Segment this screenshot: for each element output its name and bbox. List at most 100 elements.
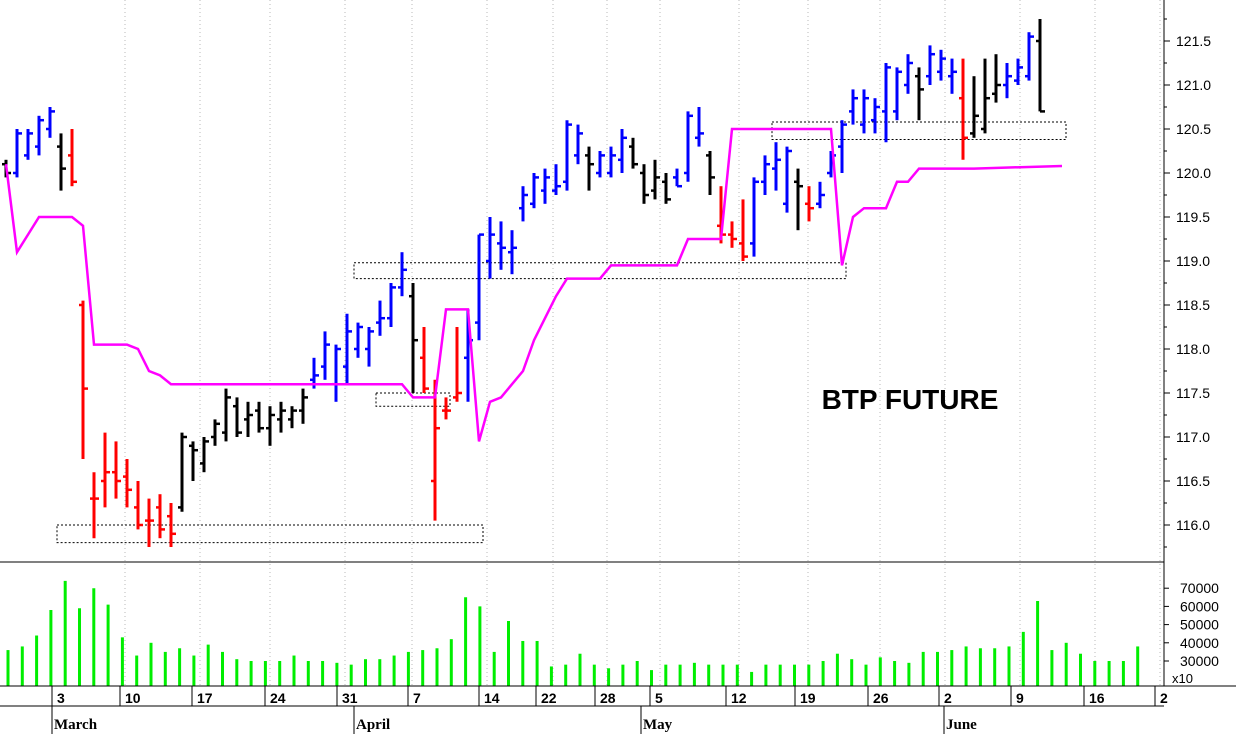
- x-tick-label: 5: [655, 690, 663, 706]
- ohlc-bar: [673, 168, 682, 188]
- ohlc-bar: [409, 283, 418, 393]
- ohlc-bar: [288, 406, 297, 429]
- ohlc-bar: [211, 419, 220, 446]
- ohlc-bar: [156, 494, 165, 539]
- ohlc-bar: [1003, 63, 1012, 99]
- ohlc-bar: [13, 129, 22, 178]
- ohlc-bar: [695, 107, 704, 147]
- y-tick-label: 121.0: [1176, 77, 1211, 93]
- month-label: June: [946, 717, 977, 733]
- ohlc-bar: [519, 186, 528, 222]
- ohlc-bar: [79, 300, 88, 459]
- ohlc-bar: [937, 49, 946, 81]
- ohlc-bar: [497, 221, 506, 270]
- ohlc-bar: [376, 300, 385, 336]
- ohlc-bar: [508, 230, 517, 275]
- ohlc-bar: [189, 441, 198, 481]
- y-tick-label: 119.5: [1176, 209, 1210, 225]
- y-tick-label: 117.5: [1176, 385, 1210, 401]
- ohlc-bar: [420, 327, 429, 393]
- volume-tick-label: 60000: [1180, 598, 1219, 614]
- x-tick-label: 19: [800, 690, 816, 706]
- ohlc-bar: [772, 142, 781, 191]
- x-tick-label: 2: [1160, 690, 1168, 706]
- ohlc-bar: [849, 89, 858, 125]
- x-tick-label: 28: [600, 690, 616, 706]
- ohlc-bar: [530, 173, 539, 209]
- ohlc-bar: [871, 98, 880, 134]
- ohlc-bar: [431, 379, 440, 521]
- ohlc-bar: [651, 159, 660, 200]
- y-tick-label: 116.0: [1176, 517, 1210, 533]
- ohlc-bar: [761, 155, 770, 195]
- support-box: [56, 524, 484, 544]
- ohlc-bar: [233, 397, 242, 437]
- x-tick-label: 3: [57, 690, 65, 706]
- ohlc-bar: [101, 432, 110, 508]
- ohlc-bar: [838, 120, 847, 173]
- y-tick-label: 119.0: [1176, 253, 1210, 269]
- ohlc-bar: [618, 129, 627, 173]
- volume-tick-label: 70000: [1180, 580, 1219, 596]
- ohlc-bar: [750, 177, 759, 257]
- ohlc-bar: [145, 498, 154, 547]
- axes: [0, 0, 1236, 707]
- month-label: April: [356, 717, 390, 733]
- month-label: March: [54, 717, 98, 733]
- ohlc-bar: [926, 45, 935, 85]
- vertical-grid: [124, 0, 1161, 686]
- x-tick-label: 7: [413, 690, 421, 706]
- volume-tick-label: 40000: [1180, 635, 1219, 651]
- ohlc-bar: [442, 397, 451, 420]
- ohlc-bar: [948, 58, 957, 94]
- ohlc-bar: [794, 168, 803, 231]
- ohlc-bar: [684, 111, 693, 182]
- ohlc-bar: [728, 221, 737, 248]
- ohlc-bar: [563, 120, 572, 191]
- ohlc-bar: [486, 217, 495, 279]
- ohlc-bar: [981, 58, 990, 134]
- ohlc-bar: [387, 283, 396, 327]
- volume-tick-label: 30000: [1180, 653, 1219, 669]
- ohlc-bar: [1036, 19, 1045, 113]
- ohlc-bar: [112, 441, 121, 499]
- ohlc-bar: [783, 146, 792, 213]
- ohlc-bar: [816, 181, 825, 209]
- ohlc-bar: [24, 129, 33, 160]
- ohlc-bar: [266, 406, 275, 446]
- ohlc-bar: [629, 137, 638, 169]
- ohlc-bar: [57, 133, 66, 191]
- x-axis-ticks: 3 10 17 24 31 7 14 22 28 5 12 19 26 2 9 16 2: [51, 686, 1168, 706]
- x-tick-label: 12: [731, 690, 747, 706]
- ohlc-bar: [805, 186, 814, 222]
- ohlc-bar: [541, 168, 550, 204]
- ohlc-bar: [255, 401, 264, 433]
- ohlc-bar: [992, 54, 1001, 103]
- ohlc-bar: [321, 331, 330, 380]
- y-axis-ticks: 116.0 116.5 117.0 117.5 118.0 118.5 119.0 119.5…: [1164, 18, 1211, 548]
- ohlc-bar: [90, 472, 99, 539]
- ohlc-bar: [1014, 58, 1023, 85]
- x-tick-label: 26: [873, 690, 889, 706]
- stop-line: [4, 127, 1063, 442]
- ohlc-bars: [2, 19, 1045, 547]
- ohlc-bar: [398, 252, 407, 297]
- y-tick-label: 121.5: [1176, 33, 1211, 49]
- ohlc-bar: [244, 401, 253, 437]
- x-tick-label: 31: [342, 690, 358, 706]
- ohlc-bar: [178, 432, 187, 512]
- ohlc-bar: [585, 146, 594, 191]
- x-tick-label: 10: [125, 690, 141, 706]
- ohlc-bar: [222, 388, 231, 442]
- ohlc-bar: [68, 129, 77, 187]
- ohlc-bar: [46, 107, 55, 138]
- ohlc-bar: [277, 401, 286, 433]
- x-tick-label: 16: [1089, 690, 1105, 706]
- ohlc-bar: [354, 322, 363, 358]
- x-tick-label: 22: [541, 690, 557, 706]
- ohlc-bar: [343, 313, 352, 385]
- x-tick-label: 9: [1016, 690, 1024, 706]
- volume-bars: [6, 580, 1140, 686]
- ohlc-bar: [552, 164, 561, 195]
